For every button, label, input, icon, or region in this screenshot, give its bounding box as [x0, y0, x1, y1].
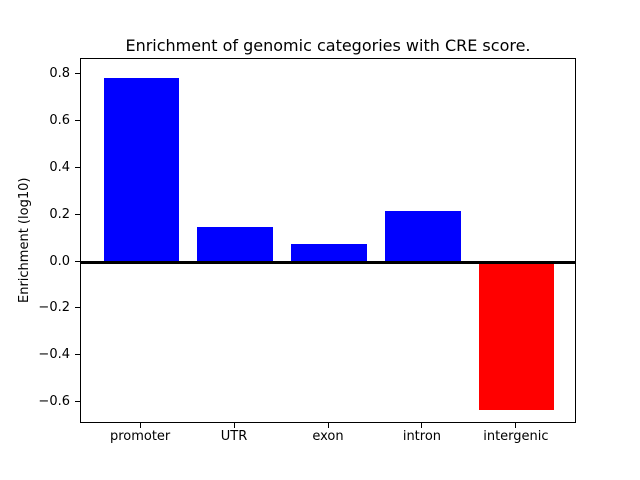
x-tick-mark: [233, 423, 235, 428]
bar-exon: [291, 243, 367, 263]
y-tick-label: −0.6: [38, 393, 70, 409]
x-tick-label-intergenic: intergenic: [483, 429, 549, 444]
bar-intron: [385, 211, 461, 263]
x-tick-mark: [139, 423, 141, 428]
y-tick-mark: [75, 167, 80, 168]
y-tick-label: 0.2: [49, 206, 70, 222]
y-tick-mark: [75, 73, 80, 75]
chart-title: Enrichment of genomic categories with CR…: [125, 36, 531, 55]
bar-UTR: [197, 227, 273, 263]
bar-intergenic: [479, 262, 555, 410]
y-tick-label: −0.4: [38, 347, 70, 363]
bar-promoter: [103, 77, 179, 263]
plot-area: [80, 58, 576, 423]
y-tick-mark: [75, 120, 80, 122]
y-tick-mark: [75, 307, 80, 309]
x-tick-label-promoter: promoter: [109, 429, 171, 444]
x-tick-label-exon: exon: [312, 429, 344, 444]
x-tick-mark: [515, 423, 517, 428]
x-tick-label-UTR: UTR: [220, 429, 248, 444]
y-tick-mark: [75, 400, 80, 402]
y-tick-label: 0.0: [49, 253, 70, 269]
x-tick-mark: [421, 423, 423, 428]
y-tick-label: 0.8: [49, 66, 70, 82]
y-tick-label: −0.2: [38, 300, 70, 316]
zero-line: [81, 260, 575, 264]
x-tick-mark: [327, 423, 329, 428]
y-tick-mark: [75, 354, 80, 356]
y-tick-mark: [75, 260, 80, 262]
y-tick-label: 0.6: [49, 113, 70, 129]
y-tick-label: 0.4: [49, 160, 70, 175]
x-tick-label-intron: intron: [402, 429, 442, 444]
y-tick-mark: [75, 213, 80, 215]
